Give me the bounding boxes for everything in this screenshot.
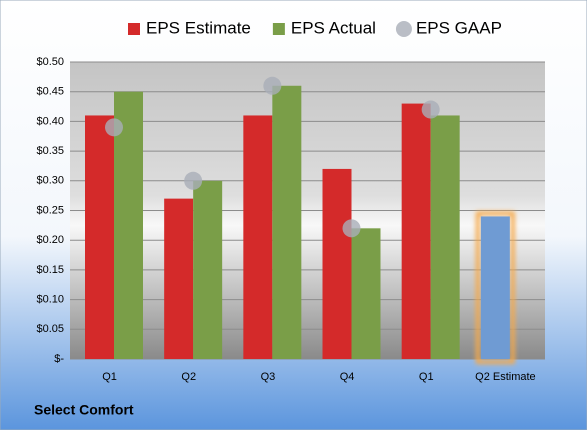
- y-tick-label: $0.15: [36, 264, 64, 276]
- y-tick-label: $-: [54, 353, 64, 365]
- legend-label: EPS Estimate: [146, 18, 251, 37]
- y-tick-label: $0.20: [36, 234, 64, 246]
- bar: [401, 103, 431, 359]
- gaap-marker: [263, 76, 282, 95]
- y-tick-label: $0.30: [36, 175, 64, 187]
- legend-swatch: [272, 23, 285, 35]
- y-tick-label: $0.45: [36, 86, 64, 98]
- bar: [164, 198, 194, 359]
- bar: [351, 228, 381, 359]
- x-tick-label: Q3: [261, 371, 276, 383]
- y-tick-label: $0.05: [36, 323, 64, 335]
- gaap-marker: [184, 171, 203, 190]
- chart-title: Select Comfort: [34, 402, 134, 418]
- y-tick-label: $0.40: [36, 115, 64, 127]
- bar: [430, 115, 460, 360]
- legend-marker: [395, 21, 412, 37]
- gaap-marker: [342, 219, 361, 238]
- bar: [193, 180, 223, 359]
- y-tick-label: $0.35: [36, 145, 64, 157]
- x-tick-label: Q1: [102, 371, 117, 383]
- x-tick-label: Q2 Estimate: [475, 371, 536, 383]
- bar: [322, 168, 352, 359]
- legend-label: EPS GAAP: [416, 18, 502, 37]
- y-tick-label: $0.50: [36, 56, 64, 68]
- y-tick-label: $0.10: [36, 294, 64, 306]
- bar: [243, 115, 273, 360]
- highlight-bar: [480, 216, 510, 359]
- legend-swatch: [128, 23, 140, 35]
- bar: [114, 91, 143, 359]
- gaap-marker: [421, 100, 440, 119]
- bar: [85, 115, 114, 360]
- bar: [272, 85, 302, 359]
- x-tick-label: Q1: [419, 371, 434, 383]
- x-tick-label: Q4: [340, 371, 355, 383]
- bar-glow: [475, 211, 515, 364]
- x-tick-label: Q2: [181, 371, 196, 383]
- gaap-marker: [105, 118, 123, 137]
- y-tick-label: $0.25: [36, 204, 64, 216]
- legend-label: EPS Actual: [291, 18, 376, 37]
